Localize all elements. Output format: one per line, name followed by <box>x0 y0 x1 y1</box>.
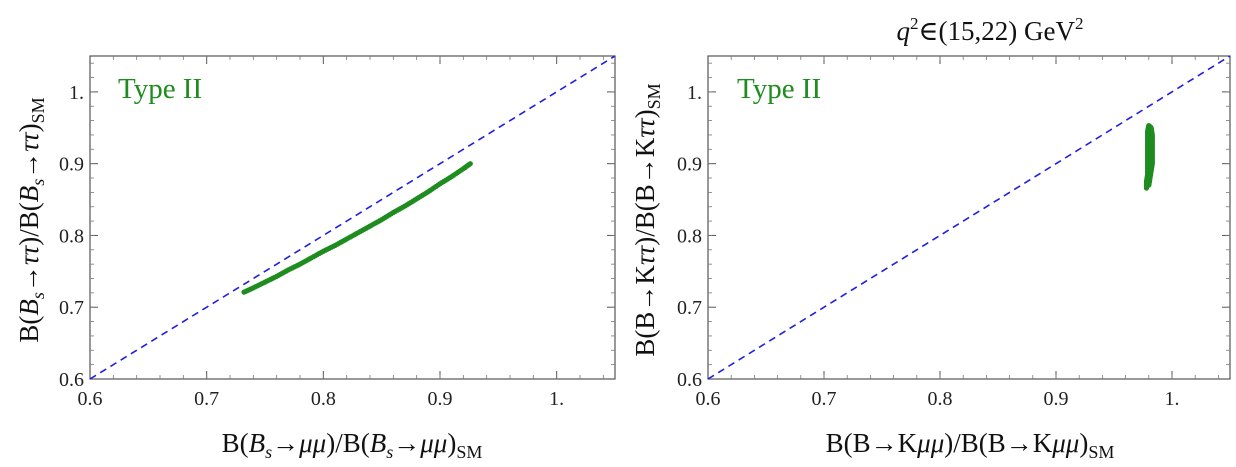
right-panel: 0.6 0.7 0.8 0.9 1. 0.6 0.7 0.8 0.9 1. Type II q2∈… <box>630 14 1231 462</box>
right-y-axis-label: B(B→Kττ)/B(B→Kττ)SM <box>630 83 664 356</box>
right-data-points <box>1143 123 1155 191</box>
y-tick-label: 0.7 <box>677 297 702 319</box>
y-tick-label: 0.8 <box>59 225 84 247</box>
x-tick-label: 0.6 <box>696 388 721 410</box>
x-tick-label: 0.8 <box>311 388 336 410</box>
left-y-axis-label: B(Bs→ττ)/B(Bs→ττ)SM <box>14 97 48 342</box>
y-tick-label: 0.8 <box>677 225 702 247</box>
left-ticks: 0.6 0.7 0.8 0.9 1. 0.6 0.7 0.8 0.9 1. <box>59 56 615 410</box>
left-data-points <box>241 161 473 295</box>
data-point <box>467 161 473 167</box>
x-tick-label: 1. <box>1165 388 1180 410</box>
y-tick-label: 0.6 <box>59 369 84 391</box>
x-tick-label: 0.7 <box>194 388 219 410</box>
right-x-axis-label: B(B→Kμμ)/B(B→Kμμ)SM <box>826 428 1115 462</box>
left-panel: 0.6 0.7 0.8 0.9 1. 0.6 0.7 0.8 0.9 1. Type II B(B… <box>14 55 616 462</box>
x-tick-label: 0.9 <box>1044 388 1069 410</box>
left-plot-frame <box>89 55 616 380</box>
right-panel-title: q2∈(15,22) GeV2 <box>897 14 1084 46</box>
x-tick-label: 1. <box>549 388 564 410</box>
x-tick-label: 0.7 <box>812 388 837 410</box>
left-annotation: Type II <box>118 73 202 105</box>
data-point <box>1146 182 1152 188</box>
left-x-axis-label: B(Bs→μμ)/B(Bs→μμ)SM <box>222 428 483 462</box>
y-tick-label: 1. <box>69 82 84 104</box>
y-tick-label: 1. <box>687 82 702 104</box>
right-reference-line <box>707 55 1231 380</box>
y-tick-label: 0.9 <box>677 154 702 176</box>
x-tick-label: 0.9 <box>428 388 453 410</box>
right-plot-frame <box>707 55 1231 380</box>
left-reference-line <box>89 55 616 380</box>
right-ticks: 0.6 0.7 0.8 0.9 1. 0.6 0.7 0.8 0.9 1. <box>677 56 1230 410</box>
y-tick-label: 0.9 <box>59 154 84 176</box>
right-annotation: Type II <box>737 73 821 105</box>
y-tick-label: 0.6 <box>677 369 702 391</box>
x-tick-label: 0.6 <box>78 388 103 410</box>
x-tick-label: 0.8 <box>928 388 953 410</box>
y-tick-label: 0.7 <box>59 297 84 319</box>
